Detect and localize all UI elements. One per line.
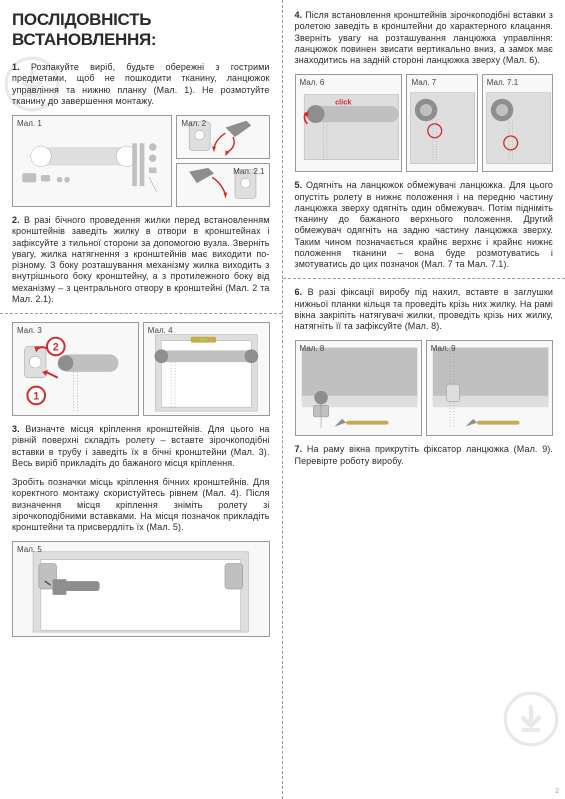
diagram-limiter2-icon — [483, 75, 552, 171]
fig-label-2-1: Мал. 2.1 — [233, 167, 264, 176]
paragraph-6: 6. В разі фіксації виробу під нахил, вст… — [295, 287, 554, 332]
page: ПОСЛІДОВНІСТЬ ВСТАНОВЛЕННЯ: 1. Розпакуйт… — [0, 0, 565, 799]
diagram-drilling-icon — [13, 542, 269, 636]
figure-4: Мал. 4 — [143, 322, 270, 416]
para1-text: Розпакуйте виріб, будьте обережні з гост… — [12, 62, 270, 106]
arrow-num-2: 2 — [53, 341, 59, 353]
separator — [0, 313, 282, 314]
figure-9: Мал. 9 — [426, 340, 553, 436]
figure-row-5: Мал. 8 Мал. 9 — [295, 340, 554, 436]
para4-text: Після встановлення кронштейнів зірочкопо… — [295, 10, 554, 65]
diagram-click-icon: click — [296, 75, 402, 171]
figure-row-1: Мал. 1 — [12, 115, 270, 207]
fig-label-7: Мал. 7 — [411, 78, 436, 87]
para2-text: В разі бічного проведення жилки перед вс… — [12, 215, 270, 304]
figure-8: Мал. 8 — [295, 340, 422, 436]
diagram-tensioner-icon — [296, 341, 421, 435]
figure-2-1: Мал. 2.1 — [176, 163, 269, 207]
para2-lead: 2. — [12, 215, 20, 225]
fig-label-2: Мал. 2 — [181, 119, 206, 128]
figure-7-1: Мал. 7.1 — [482, 74, 553, 172]
separator-2 — [283, 278, 565, 279]
paragraph-2: 2. В разі бічного проведення жилки перед… — [12, 215, 270, 305]
paragraph-5: 5. Одягніть на ланцюжок обмежувачі ланцю… — [295, 180, 554, 270]
figure-1: Мал. 1 — [12, 115, 172, 207]
figure-6: Мал. 6 click — [295, 74, 403, 172]
figure-col-2: Мал. 2 Мал. 2.1 — [176, 115, 269, 207]
figure-3: Мал. 3 2 1 — [12, 322, 139, 416]
click-label: click — [335, 98, 352, 107]
para3a-text: Визначте місця кріплення кронштейнів. Дл… — [12, 424, 270, 468]
paragraph-7: 7. На раму вікна прикрутіть фіксатор лан… — [295, 444, 554, 467]
diagram-unpacking-icon — [13, 116, 171, 206]
para1-lead: 1. — [12, 62, 20, 72]
paragraph-3a: 3. Визначте місця кріплення кронштейнів.… — [12, 424, 270, 469]
figure-row-3: Мал. 5 — [12, 541, 270, 637]
figure-5: Мал. 5 — [12, 541, 270, 637]
para3-lead: 3. — [12, 424, 20, 434]
diagram-assembly-icon: 2 1 — [13, 323, 138, 415]
left-column: ПОСЛІДОВНІСТЬ ВСТАНОВЛЕННЯ: 1. Розпакуйт… — [0, 0, 283, 799]
fig-label-5: Мал. 5 — [17, 545, 42, 554]
fig-label-7-1: Мал. 7.1 — [487, 78, 518, 87]
paragraph-3b: Зробіть позначки місць кріплення бічних … — [12, 477, 270, 533]
page-number: 2 — [555, 788, 559, 795]
fig-label-9: Мал. 9 — [431, 344, 456, 353]
fig-label-6: Мал. 6 — [300, 78, 325, 87]
para7-text: На раму вікна прикрутіть фіксатор ланцюж… — [295, 444, 554, 465]
watermark-icon-2 — [503, 691, 559, 747]
para5-text: Одягніть на ланцюжок обмежувачі ланцюжка… — [295, 180, 554, 269]
paragraph-4: 4. Після встановлення кронштейнів зірочк… — [295, 10, 554, 66]
diagram-limiter1-icon — [407, 75, 476, 171]
diagram-level-icon — [144, 323, 269, 415]
fig-label-8: Мал. 8 — [300, 344, 325, 353]
figure-row-4: Мал. 6 click Мал. 7 — [295, 74, 554, 172]
fig-label-4: Мал. 4 — [148, 326, 173, 335]
figure-2: Мал. 2 — [176, 115, 269, 159]
right-column: 4. Після встановлення кронштейнів зірочк… — [283, 0, 565, 799]
diagram-chain-fixer-icon — [427, 341, 552, 435]
page-title: ПОСЛІДОВНІСТЬ ВСТАНОВЛЕННЯ: — [12, 10, 270, 50]
fig-label-1: Мал. 1 — [17, 119, 42, 128]
figure-row-2: Мал. 3 2 1 — [12, 322, 270, 416]
paragraph-1: 1. Розпакуйте виріб, будьте обережні з г… — [12, 62, 270, 107]
fig-label-3: Мал. 3 — [17, 326, 42, 335]
figure-7: Мал. 7 — [406, 74, 477, 172]
para6-text: В разі фіксації виробу під нахил, вставт… — [295, 287, 554, 331]
arrow-num-1: 1 — [33, 390, 39, 402]
